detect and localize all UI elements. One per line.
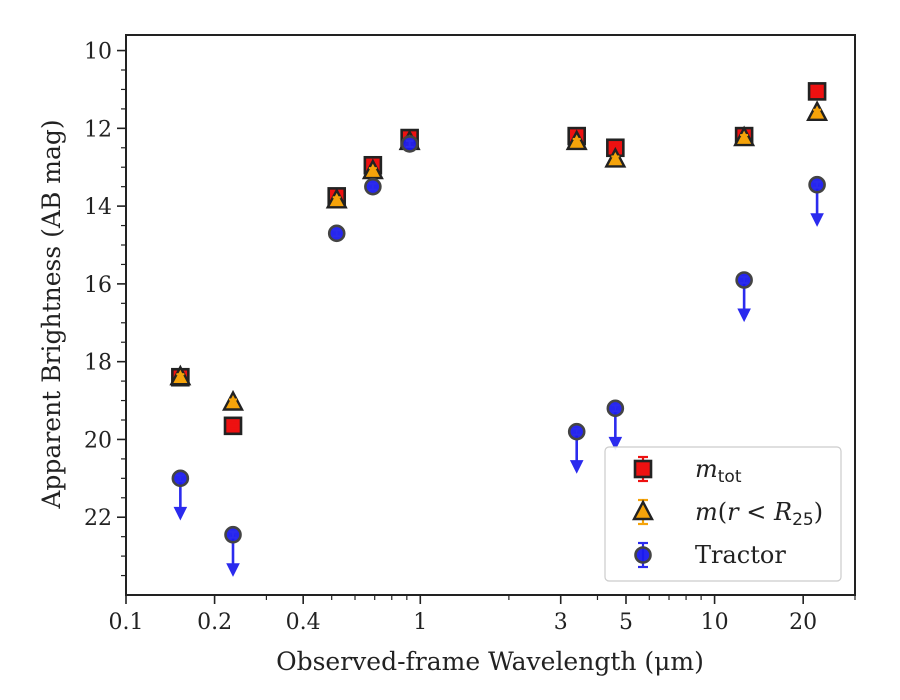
- legend-label-part: tot: [718, 467, 742, 487]
- data-point-circle: [808, 175, 826, 227]
- data-point-circle: [224, 525, 242, 577]
- y-axis-label: Apparent Brightness (AB mag): [37, 119, 66, 509]
- series-square: [171, 82, 827, 436]
- plot-area: [169, 82, 829, 577]
- legend-entry: Tractor: [634, 541, 786, 569]
- upper-limit-arrowhead: [810, 213, 824, 227]
- upper-limit-arrowhead: [608, 436, 623, 451]
- y-tick-label: 10: [84, 40, 112, 65]
- data-point-triangle: [733, 125, 756, 147]
- x-tick-label: 20: [789, 610, 817, 635]
- legend-label-part: m: [695, 498, 718, 526]
- legend-label-part: (: [718, 498, 727, 526]
- y-tick-label: 22: [84, 506, 112, 531]
- data-point-square: [807, 82, 827, 101]
- axes: 0.1 0.2 0.4 1 3 5 10 20 10 12 14 16 18 20 22: [84, 34, 856, 635]
- data-point-triangle: [325, 187, 348, 209]
- upper-limit-arrowhead: [737, 308, 751, 323]
- data-point-circle: [171, 469, 190, 521]
- upper-limit-arrowhead: [173, 506, 188, 521]
- x-tick-label: 10: [701, 610, 729, 635]
- y-tick-label: 14: [84, 195, 112, 220]
- y-tick-label: 16: [84, 273, 112, 298]
- legend-label: m(r < R25): [695, 498, 823, 530]
- upper-limit-arrowhead: [226, 563, 240, 577]
- y-tick-label: 12: [84, 117, 112, 142]
- data-point-triangle: [169, 364, 192, 386]
- data-point-circle: [735, 271, 753, 323]
- x-tick-label: 3: [554, 610, 568, 635]
- x-tick-label: 5: [619, 610, 633, 635]
- data-point-circle: [606, 399, 625, 451]
- legend-entry: mtot: [633, 455, 742, 487]
- legend-label: Tractor: [695, 541, 786, 569]
- legend-box: [604, 446, 842, 582]
- y-tick-label: 18: [84, 351, 112, 376]
- x-tick-label: 0.2: [197, 610, 232, 635]
- plot-frame: [125, 34, 856, 596]
- series-triangle: [169, 100, 829, 411]
- x-tick-label: 0.4: [286, 610, 321, 635]
- legend-label-part: <: [739, 498, 774, 526]
- legend-label-part: r: [727, 498, 740, 526]
- x-axis-label: Observed-frame Wavelength (μm): [276, 647, 704, 676]
- upper-limit-arrowhead: [569, 460, 584, 474]
- triangle-marker: [632, 499, 654, 521]
- data-point-triangle: [565, 129, 588, 151]
- data-point-circle: [364, 177, 382, 196]
- legend-label: mtot: [695, 455, 742, 487]
- data-point-triangle: [222, 389, 245, 411]
- series-circle: [171, 135, 826, 577]
- data-point-triangle: [604, 146, 627, 168]
- legend-label-part: 25: [792, 510, 814, 530]
- data-point-circle: [400, 135, 419, 153]
- data-point-circle: [327, 224, 346, 243]
- x-tick-label: 1: [413, 610, 427, 635]
- data-point-circle: [567, 422, 586, 474]
- data-point-triangle: [361, 158, 384, 180]
- legend-entry: m(r < R25): [632, 498, 823, 530]
- data-point-square: [223, 416, 243, 436]
- x-tick-label: 0.1: [109, 610, 144, 635]
- data-point-triangle: [806, 100, 829, 121]
- legend-label-part: Tractor: [695, 541, 786, 569]
- legend-label-part: m: [695, 455, 718, 483]
- square-marker: [633, 459, 653, 479]
- legend-label-part: R: [773, 498, 792, 526]
- y-tick-label: 20: [84, 428, 112, 453]
- legend-label-part: ): [814, 498, 823, 526]
- circle-marker: [634, 546, 652, 564]
